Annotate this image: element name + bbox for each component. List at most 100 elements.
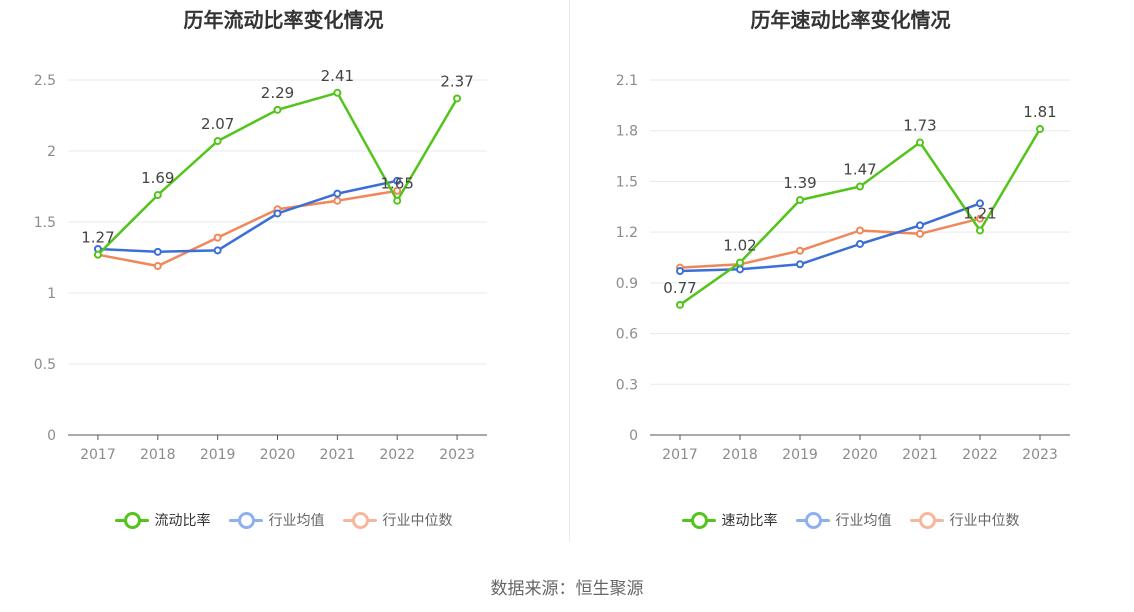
legend-marker-icon [909, 512, 944, 529]
data-label: 0.77 [663, 279, 696, 297]
x-tick-label: 2017 [662, 447, 698, 463]
x-tick-label: 2019 [200, 447, 236, 463]
legend-marker-icon [228, 512, 263, 529]
y-tick-label: 2 [47, 144, 56, 160]
data-point [333, 88, 342, 97]
data-point [213, 246, 222, 255]
data-point [333, 189, 342, 198]
quick-ratio-chart: 0 0.3 0.6 0.9 1.2 1.5 1.8 2.1 2017 2018 2019 2020 20… [616, 73, 1070, 463]
data-point [333, 196, 342, 205]
y-tick-label: 2.5 [34, 73, 56, 89]
data-point [153, 191, 162, 200]
data-point [796, 260, 804, 269]
x-tick-label: 2021 [902, 447, 938, 463]
data-label: 2.37 [440, 72, 473, 90]
x-tick-label: 2022 [962, 447, 998, 463]
x-tick-label: 2021 [320, 447, 356, 463]
data-point [736, 265, 744, 274]
data-label: 1.39 [783, 174, 816, 192]
data-point [916, 138, 924, 147]
data-label: 1.21 [963, 204, 996, 222]
data-point [676, 300, 684, 309]
data-point [736, 258, 744, 267]
y-tick-label: 0 [47, 428, 56, 444]
y-tick-label: 0.6 [616, 327, 638, 343]
data-label: 2.07 [201, 115, 234, 133]
data-point [153, 247, 162, 256]
legend-label: 速动比率 [721, 513, 778, 529]
chart-title: 历年流动比率变化情况 [183, 8, 384, 32]
x-tick-label: 2017 [80, 447, 116, 463]
x-tick-label: 2018 [722, 447, 758, 463]
y-tick-label: 1.8 [616, 124, 638, 140]
series-line [97, 189, 398, 268]
data-point [976, 199, 984, 208]
data-label: 1.73 [903, 117, 936, 135]
data-label: 1.47 [843, 161, 876, 179]
y-tick-label: 2.1 [616, 73, 638, 89]
x-tick-label: 2020 [260, 447, 296, 463]
y-tick-label: 0.9 [616, 276, 638, 292]
data-point [93, 250, 102, 259]
y-tick-label: 0.5 [34, 357, 56, 373]
legend-item-industry-mean[interactable]: 行业均值 [228, 510, 325, 530]
x-tick-label: 2023 [1022, 447, 1058, 463]
current-ratio-chart: 0 0.5 1 1.5 2 2.5 2017 2018 2019 2020 2021 2022 2023… [34, 67, 487, 463]
y-tick-label: 1.5 [34, 215, 56, 231]
data-point [273, 105, 282, 114]
data-point [856, 182, 864, 191]
data-point [453, 94, 462, 103]
data-point [976, 214, 984, 223]
chart-legend: 速动比率 行业均值 行业中位数 [567, 510, 1134, 530]
legend-label: 流动比率 [154, 513, 211, 529]
legend-item-industry-mean[interactable]: 行业均值 [795, 510, 892, 530]
data-label: 1.81 [1023, 103, 1056, 121]
legend-marker-icon [795, 512, 830, 529]
data-point [153, 262, 162, 271]
data-point [856, 226, 864, 235]
x-tick-label: 2023 [439, 447, 475, 463]
data-source-note: 数据来源：恒生聚源 [490, 579, 644, 599]
data-label: 1.65 [381, 175, 414, 193]
legend-label: 行业均值 [268, 513, 325, 529]
data-label: 2.29 [261, 84, 294, 102]
data-point [916, 229, 924, 238]
y-tick-label: 1.2 [616, 225, 638, 241]
legend-item-industry-median[interactable]: 行业中位数 [909, 510, 1020, 530]
legend-marker-icon [114, 512, 149, 529]
x-tick-label: 2019 [782, 447, 818, 463]
data-point [676, 267, 684, 276]
chart-legend: 流动比率 行业均值 行业中位数 [0, 510, 567, 530]
data-label: 2.41 [321, 67, 354, 85]
legend-item-current-ratio[interactable]: 流动比率 [114, 510, 211, 530]
legend-item-industry-median[interactable]: 行业中位数 [342, 510, 453, 530]
panel-divider [569, 0, 570, 542]
data-point [796, 246, 804, 255]
data-point [796, 196, 804, 205]
y-tick-label: 0.3 [616, 377, 638, 393]
x-tick-label: 2020 [842, 447, 878, 463]
legend-label: 行业中位数 [382, 513, 453, 529]
data-point [393, 176, 402, 185]
data-point [856, 239, 864, 248]
legend-marker-icon [342, 512, 377, 529]
x-tick-label: 2018 [140, 447, 176, 463]
current-ratio-chart-panel: 历年流动比率变化情况 0 0.5 1 1.5 2 2.5 2017 2018 2019 2020 2… [0, 0, 567, 560]
quick-ratio-chart-panel: 历年速动比率变化情况 0 0.3 0.6 0.9 1.2 1.5 1.8 2.1 2017 201… [567, 0, 1134, 560]
series-line [97, 179, 398, 254]
y-tick-label: 0 [629, 428, 638, 444]
data-point [393, 196, 402, 205]
series-line [679, 217, 981, 269]
data-label: 1.27 [81, 229, 114, 247]
data-point [273, 209, 282, 218]
legend-marker-icon [681, 512, 716, 529]
y-tick-label: 1 [47, 286, 56, 302]
legend-item-quick-ratio[interactable]: 速动比率 [681, 510, 778, 530]
data-point [1036, 125, 1044, 134]
chart-title: 历年速动比率变化情况 [750, 8, 951, 32]
legend-label: 行业中位数 [949, 513, 1020, 529]
x-tick-label: 2022 [379, 447, 415, 463]
data-point [213, 233, 222, 242]
data-point [976, 226, 984, 235]
data-point [213, 137, 222, 146]
